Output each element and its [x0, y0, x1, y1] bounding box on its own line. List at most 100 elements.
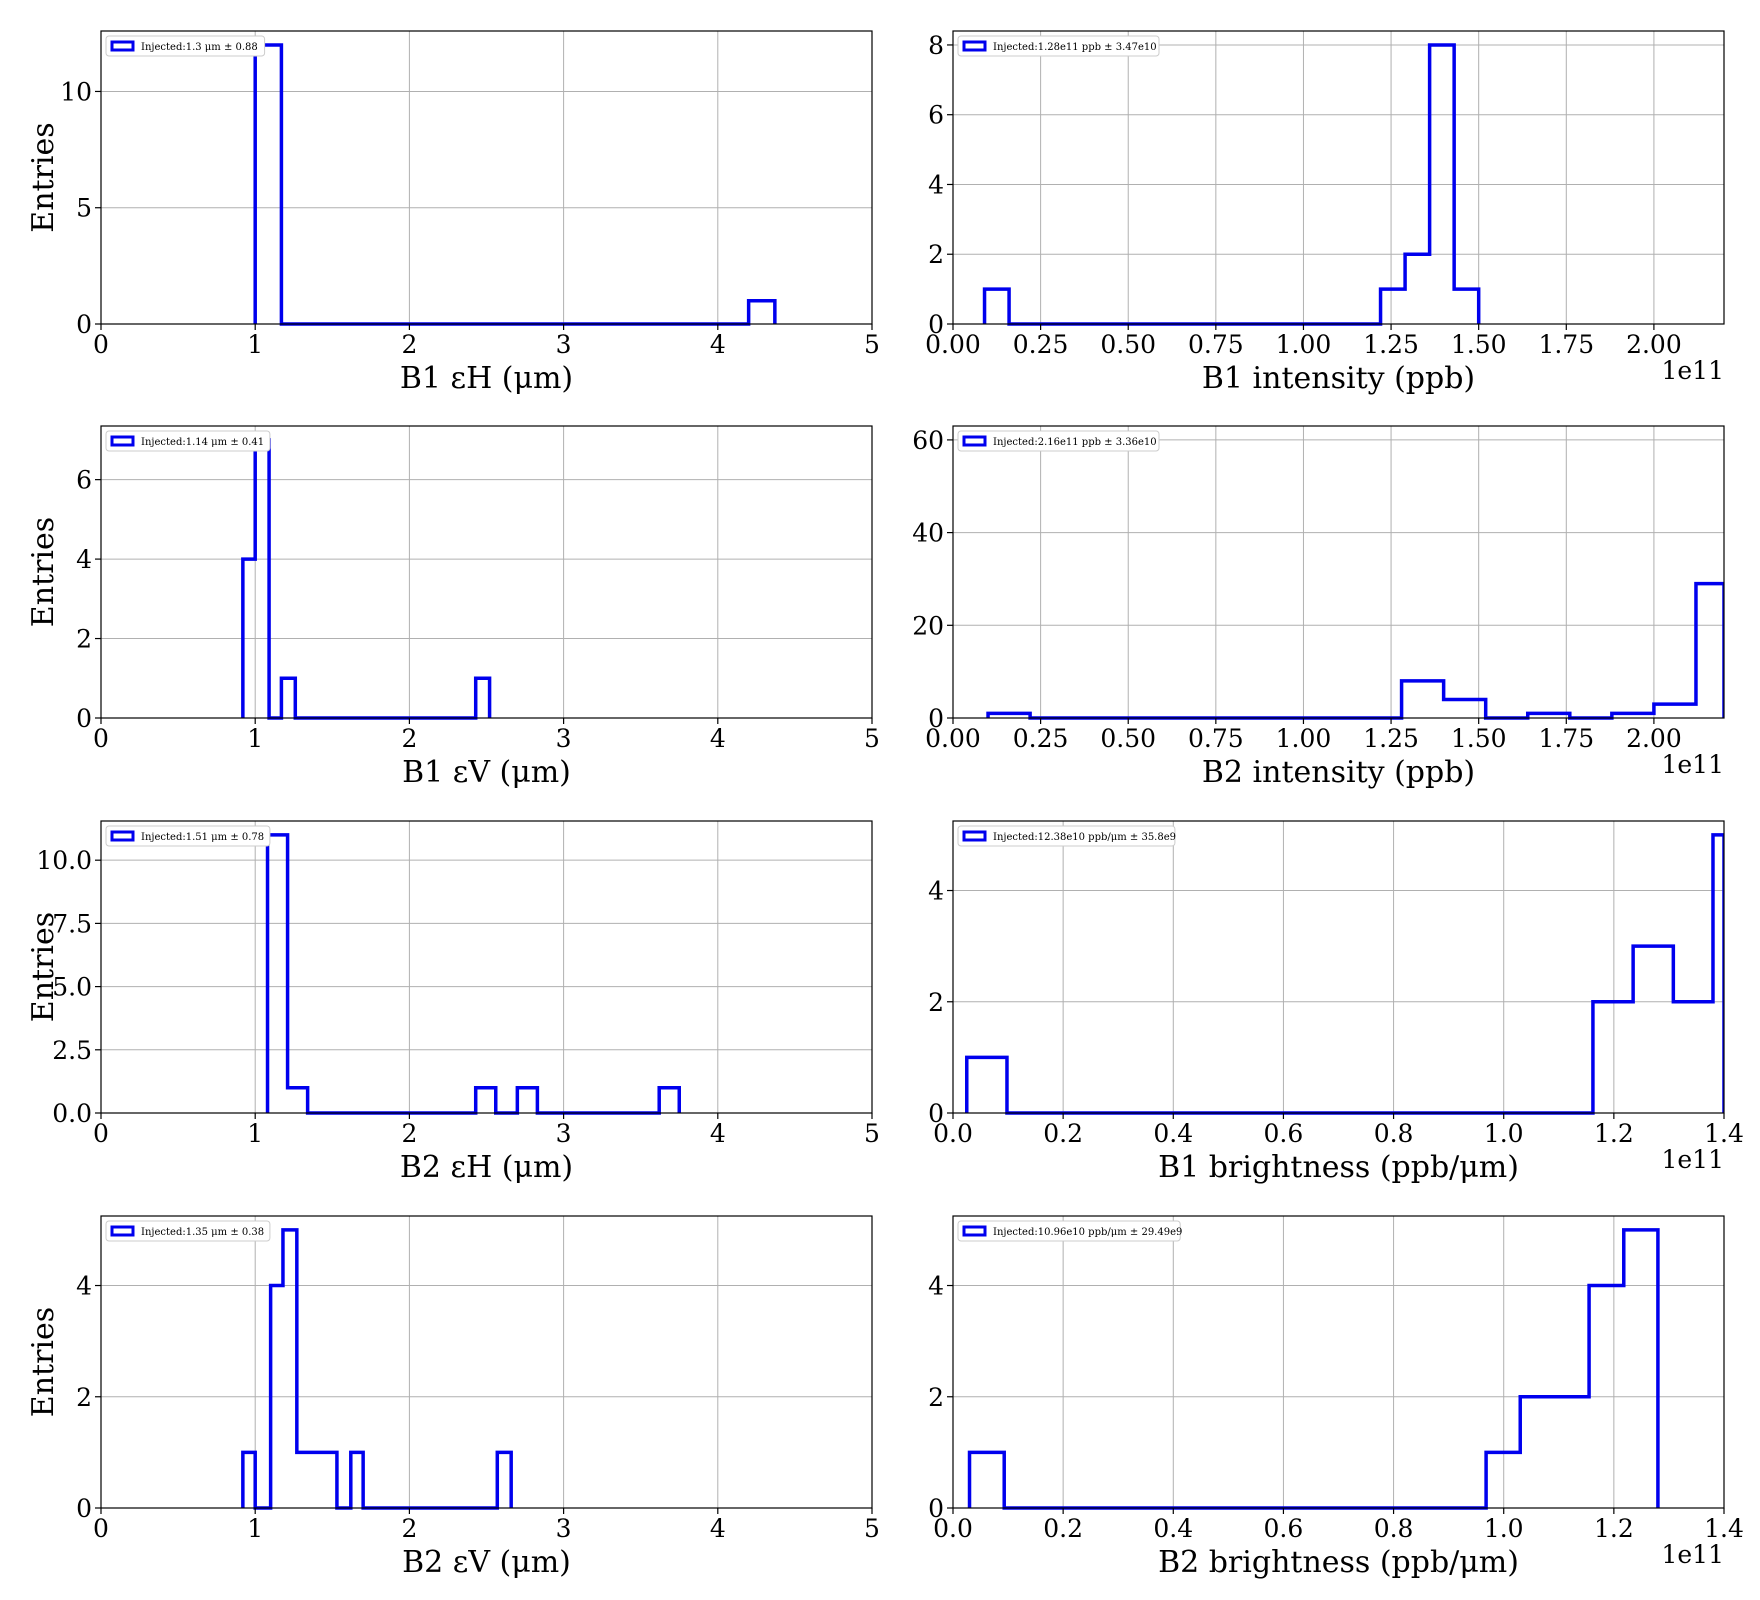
- legend-swatch: [962, 435, 987, 447]
- y-tick-label: 2: [928, 988, 944, 1017]
- x-axis-label: B1 intensity (ppb): [1202, 361, 1475, 396]
- x-offset-text: 1e11: [1661, 1540, 1724, 1569]
- x-tick-label: 0: [93, 1514, 109, 1543]
- legend-label: Injected:12.38e10 ppb/μm ± 35.8e9: [993, 832, 1176, 843]
- y-tick-label: 4: [928, 877, 944, 906]
- x-tick-label: 1: [247, 1119, 263, 1148]
- x-tick-label: 3: [556, 1514, 572, 1543]
- y-tick-label: 0.0: [52, 1099, 92, 1128]
- legend-swatch: [962, 830, 987, 842]
- legend-label: Injected:2.16e11 ppb ± 3.36e10: [993, 437, 1157, 448]
- y-tick-label: 0: [76, 704, 92, 733]
- x-axis-label: B1 εV (μm): [402, 755, 571, 790]
- x-tick-label: 1: [247, 1514, 263, 1543]
- x-tick-label: 1: [247, 724, 263, 753]
- x-tick-label: 1.2: [1594, 1514, 1634, 1543]
- x-tick-label: 0.50: [1100, 330, 1156, 359]
- x-tick-label: 2: [401, 330, 417, 359]
- legend-label: Injected:1.28e11 ppb ± 3.47e10: [993, 42, 1157, 53]
- x-offset-text: 1e11: [1661, 1145, 1724, 1174]
- legend-label: Injected:1.3 μm ± 0.88: [141, 42, 258, 53]
- x-tick-label: 1.75: [1538, 724, 1594, 753]
- legend-swatch: [962, 40, 987, 52]
- y-tick-label: 5.0: [52, 973, 92, 1002]
- x-tick-label: 1.0: [1484, 1119, 1524, 1148]
- x-tick-label: 2: [401, 1514, 417, 1543]
- x-tick-label: 0: [93, 1119, 109, 1148]
- y-tick-label: 0: [928, 1494, 944, 1523]
- x-tick-label: 4: [710, 1119, 726, 1148]
- x-tick-label: 4: [710, 330, 726, 359]
- legend-swatch: [110, 40, 135, 52]
- y-tick-label: 0: [76, 1494, 92, 1523]
- histogram-panel: 0 1 2 3 4 5 0.0 2.5 5.0 7.5 10.0 B2 εH (μm) Entries I…: [26, 820, 880, 1185]
- y-tick-label: 6: [76, 466, 92, 495]
- x-tick-label: 0.25: [1013, 330, 1069, 359]
- y-tick-label: 6: [928, 101, 944, 130]
- histogram-panel: 0.00 0.25 0.50 0.75 1.00 1.25 1.50 1.75 2.00 0 20 4…: [912, 425, 1725, 790]
- plot-frame: [100, 30, 873, 325]
- histogram-panel: 0.0 0.2 0.4 0.6 0.8 1.0 1.2 1.4 0 2 4 B1 brightness…: [928, 820, 1744, 1185]
- x-tick-label: 0.75: [1188, 330, 1244, 359]
- x-tick-label: 0.0: [933, 1514, 973, 1543]
- x-tick-label: 0.50: [1100, 724, 1156, 753]
- histogram-series: [986, 581, 1724, 720]
- histogram-panel: 0.0 0.2 0.4 0.6 0.8 1.0 1.2 1.4 0 2 4 B2 brightness…: [928, 1215, 1744, 1580]
- y-axis-label: Entries: [26, 912, 61, 1022]
- x-tick-label: 1.4: [1704, 1119, 1744, 1148]
- x-tick-label: 0.4: [1153, 1514, 1193, 1543]
- x-tick-label: 1.00: [1276, 330, 1332, 359]
- y-axis-label: Entries: [26, 122, 61, 232]
- x-offset-text: 1e11: [1661, 750, 1724, 779]
- legend-box: [105, 430, 271, 452]
- x-tick-label: 3: [556, 724, 572, 753]
- y-tick-label: 60: [912, 426, 944, 455]
- histogram-series: [982, 43, 1481, 326]
- legend-swatch: [110, 830, 135, 842]
- y-tick-label: 5: [76, 194, 92, 223]
- histogram-series: [965, 833, 1724, 1115]
- x-tick-label: 5: [864, 724, 880, 753]
- x-tick-label: 0.4: [1153, 1119, 1193, 1148]
- x-axis-label: B1 εH (μm): [400, 361, 573, 396]
- x-tick-label: 1.0: [1484, 1514, 1524, 1543]
- legend-label: Injected:10.96e10 ppb/μm ± 29.49e9: [993, 1227, 1182, 1238]
- legend-swatch: [962, 1225, 987, 1237]
- x-tick-label: 1: [247, 330, 263, 359]
- y-tick-label: 2.5: [52, 1036, 92, 1065]
- legend-box: [957, 430, 1160, 452]
- x-tick-label: 0.00: [925, 330, 981, 359]
- histogram-series: [253, 43, 777, 326]
- plot-frame: [952, 820, 1725, 1114]
- x-tick-label: 5: [864, 1514, 880, 1543]
- x-tick-label: 0.6: [1264, 1514, 1304, 1543]
- x-tick-label: 1.75: [1538, 330, 1594, 359]
- y-tick-label: 7.5: [52, 909, 92, 938]
- histogram-panel: 0 1 2 3 4 5 0 5 10 B1 εH (μm) Entries Injected:1.3 …: [26, 30, 880, 396]
- x-tick-label: 5: [864, 1119, 880, 1148]
- x-tick-label: 5: [864, 330, 880, 359]
- y-tick-label: 4: [928, 170, 944, 199]
- x-tick-label: 1.2: [1594, 1119, 1634, 1148]
- y-tick-label: 20: [912, 611, 944, 640]
- y-tick-label: 10.0: [36, 846, 92, 875]
- x-tick-label: 1.50: [1451, 724, 1507, 753]
- histogram-panel: 0.00 0.25 0.50 0.75 1.00 1.25 1.50 1.75 2.00 0 2 4 6…: [925, 30, 1725, 396]
- x-axis-label: B2 intensity (ppb): [1202, 755, 1475, 790]
- plot-frame: [100, 425, 873, 719]
- x-tick-label: 0.8: [1374, 1119, 1414, 1148]
- x-tick-label: 0: [93, 724, 109, 753]
- legend-label: Injected:1.35 μm ± 0.38: [141, 1227, 264, 1238]
- y-tick-label: 10: [60, 77, 92, 106]
- x-axis-label: B2 brightness (ppb/μm): [1158, 1545, 1519, 1580]
- legend-box: [105, 35, 266, 57]
- y-tick-label: 2: [76, 625, 92, 654]
- legend-box: [105, 825, 271, 847]
- legend-swatch: [110, 435, 135, 447]
- y-tick-label: 0: [928, 310, 944, 339]
- y-tick-label: 8: [928, 31, 944, 60]
- x-tick-label: 2.00: [1626, 724, 1682, 753]
- x-axis-label: B2 εH (μm): [400, 1150, 573, 1185]
- x-tick-label: 0.8: [1374, 1514, 1414, 1543]
- x-tick-label: 4: [710, 1514, 726, 1543]
